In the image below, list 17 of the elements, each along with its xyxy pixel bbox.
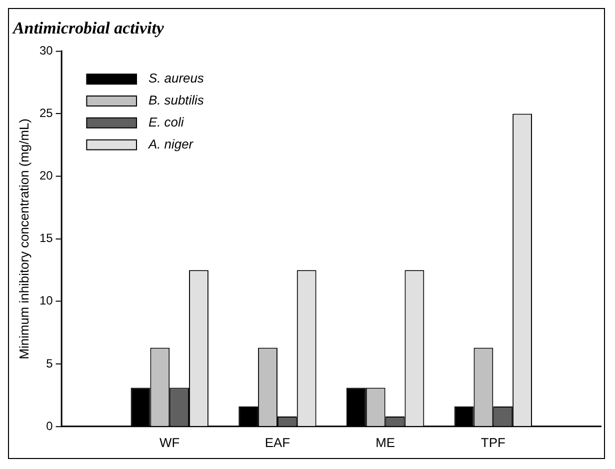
x-tick-label: WF xyxy=(160,434,180,450)
x-tick-label: TPF xyxy=(480,434,506,450)
y-tick-label: 25 xyxy=(40,106,54,120)
y-tick-label: 30 xyxy=(40,44,54,58)
x-tick-label: EAF xyxy=(264,434,290,450)
legend-label: S. aureus xyxy=(148,70,204,86)
legend-label: E. coli xyxy=(148,114,185,130)
y-tick-label: 10 xyxy=(40,294,54,308)
y-tick-label: 0 xyxy=(46,418,54,433)
chart-title: Antimicrobial activity xyxy=(12,18,164,38)
y-tick-label: 15 xyxy=(40,231,54,246)
y-tick-label: 5 xyxy=(46,356,54,370)
y-tick-label: 20 xyxy=(40,168,54,183)
y-axis-title: Minimum inhibitory concentration (mg/mL) xyxy=(16,118,32,360)
legend-label: A. niger xyxy=(147,136,194,152)
legend-label: B. subtilis xyxy=(148,92,204,108)
x-tick-label: ME xyxy=(376,434,396,450)
